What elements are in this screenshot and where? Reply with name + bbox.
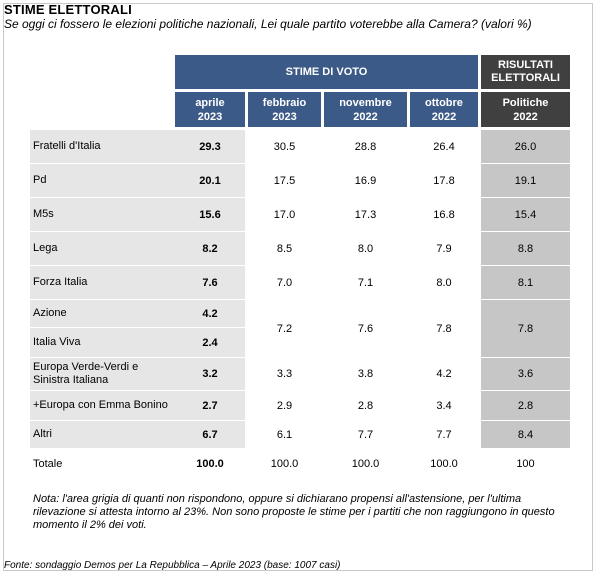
value-cell: 7.6: [202, 276, 218, 289]
value-cell: 16.8: [433, 208, 455, 221]
party-label: +Europa con Emma Bonino: [33, 399, 168, 411]
row-divider: [30, 357, 570, 358]
column-header-line1: novembre: [339, 96, 392, 109]
value-cell: 2.8: [357, 399, 374, 412]
party-label: Azione: [33, 307, 67, 319]
value-cell: 8.8: [517, 242, 534, 255]
row-divider: [30, 163, 570, 164]
value-cell: 3.4: [436, 399, 452, 412]
value-cell: 6.7: [202, 428, 218, 441]
value-cell: 3.2: [202, 368, 218, 380]
party-label: Lega: [33, 242, 58, 254]
merged-value-cell: 7.2: [276, 322, 293, 335]
value-cell: 17.8: [433, 174, 455, 187]
row-divider: [30, 420, 570, 421]
value-cell: 17.3: [354, 208, 377, 221]
merged-value-cell: 7.8: [517, 322, 534, 335]
column-header-line1: Politiche: [502, 96, 549, 109]
value-cell: 2.4: [202, 336, 218, 349]
value-cell: 26.0: [514, 140, 537, 153]
value-cell: 28.8: [354, 140, 377, 153]
row-divider: [30, 197, 570, 198]
party-label: Fratelli d'Italia: [33, 140, 101, 152]
row-divider: [30, 390, 570, 391]
value-cell: 8.0: [357, 242, 374, 255]
group-header-risultati-label: RISULTATI ELETTORALI: [491, 59, 560, 84]
value-cell: 26.4: [433, 140, 455, 153]
value-cell: 2.7: [202, 399, 218, 412]
column-header-ottobre-2022: ottobre 2022: [410, 92, 478, 127]
row-divider: [30, 231, 570, 232]
total-cell: 100: [516, 458, 535, 470]
page-title: STIME ELETTORALI: [4, 2, 132, 17]
value-cell: 6.1: [276, 428, 293, 441]
value-cell: 3.6: [517, 368, 534, 380]
value-cell: 3.3: [276, 368, 293, 380]
value-cell: 8.4: [517, 428, 534, 441]
value-cell: 2.9: [276, 399, 293, 412]
value-cell: 4.2: [436, 368, 452, 380]
party-label: Italia Viva: [33, 336, 81, 348]
source-line: Fonte: sondaggio Demos per La Repubblica…: [4, 560, 341, 571]
value-cell: 20.1: [199, 174, 221, 187]
first-column-shade: [30, 130, 245, 448]
value-cell: 16.9: [354, 174, 377, 187]
row-divider: [30, 299, 570, 300]
value-cell: 15.6: [199, 208, 221, 221]
value-cell: 7.7: [357, 428, 374, 441]
value-cell: 15.4: [514, 208, 537, 221]
row-divider: [30, 265, 570, 266]
value-cell: 17.0: [273, 208, 296, 221]
party-label: Europa Verde-Verdi e Sinistra Italiana: [33, 361, 139, 386]
total-cell: 100.0: [351, 458, 380, 470]
value-cell: 2.8: [517, 399, 534, 412]
column-header-line2: 2023: [197, 110, 223, 123]
value-cell: 7.1: [357, 276, 374, 289]
column-header-line2: 2023: [272, 110, 297, 123]
value-cell: 8.1: [517, 276, 534, 289]
column-header-line2: 2022: [431, 110, 457, 123]
column-header-line1: febbraio: [262, 96, 307, 109]
value-cell: 8.0: [436, 276, 452, 289]
row-divider: [30, 327, 245, 328]
footnote: Nota: l'area grigia di quanti non rispon…: [33, 493, 555, 531]
column-header-febbraio-2023: febbraio 2023: [248, 92, 321, 127]
group-header-risultati: RISULTATI ELETTORALI: [481, 55, 570, 89]
subtitle: Se oggi ci fossero le elezioni politiche…: [4, 17, 532, 31]
party-label: Altri: [33, 428, 52, 440]
value-cell: 8.2: [202, 242, 218, 255]
value-cell: 4.2: [202, 307, 218, 320]
column-header-politiche-2022: Politiche 2022: [481, 92, 570, 127]
value-cell: 17.5: [273, 174, 296, 187]
column-header-line2: 2022: [353, 110, 378, 123]
merged-value-cell: 7.6: [357, 322, 374, 335]
total-cell: 100.0: [196, 458, 224, 470]
value-cell: 7.9: [436, 242, 452, 255]
total-cell: 100.0: [270, 458, 299, 470]
value-cell: 30.5: [273, 140, 296, 153]
column-header-line1: aprile: [195, 96, 225, 109]
column-header-line1: ottobre: [425, 96, 463, 109]
value-cell: 19.1: [514, 174, 537, 187]
party-label: Forza Italia: [33, 276, 88, 288]
total-label: Totale: [33, 457, 63, 470]
value-cell: 7.0: [276, 276, 293, 289]
value-cell: 29.3: [199, 140, 221, 153]
value-cell: 7.7: [436, 428, 452, 441]
party-label: M5s: [33, 208, 54, 220]
group-header-stime: STIME DI VOTO: [175, 55, 478, 89]
value-cell: 3.8: [357, 368, 374, 380]
column-header-novembre-2022: novembre 2022: [324, 92, 407, 127]
total-cell: 100.0: [430, 458, 458, 470]
column-header-line2: 2022: [513, 110, 538, 123]
party-label: Pd: [33, 174, 47, 186]
value-cell: 8.5: [276, 242, 293, 255]
results-column-shade: [481, 130, 570, 448]
column-header-aprile-2023: aprile 2023: [175, 92, 245, 127]
merged-value-cell: 7.8: [436, 322, 452, 335]
